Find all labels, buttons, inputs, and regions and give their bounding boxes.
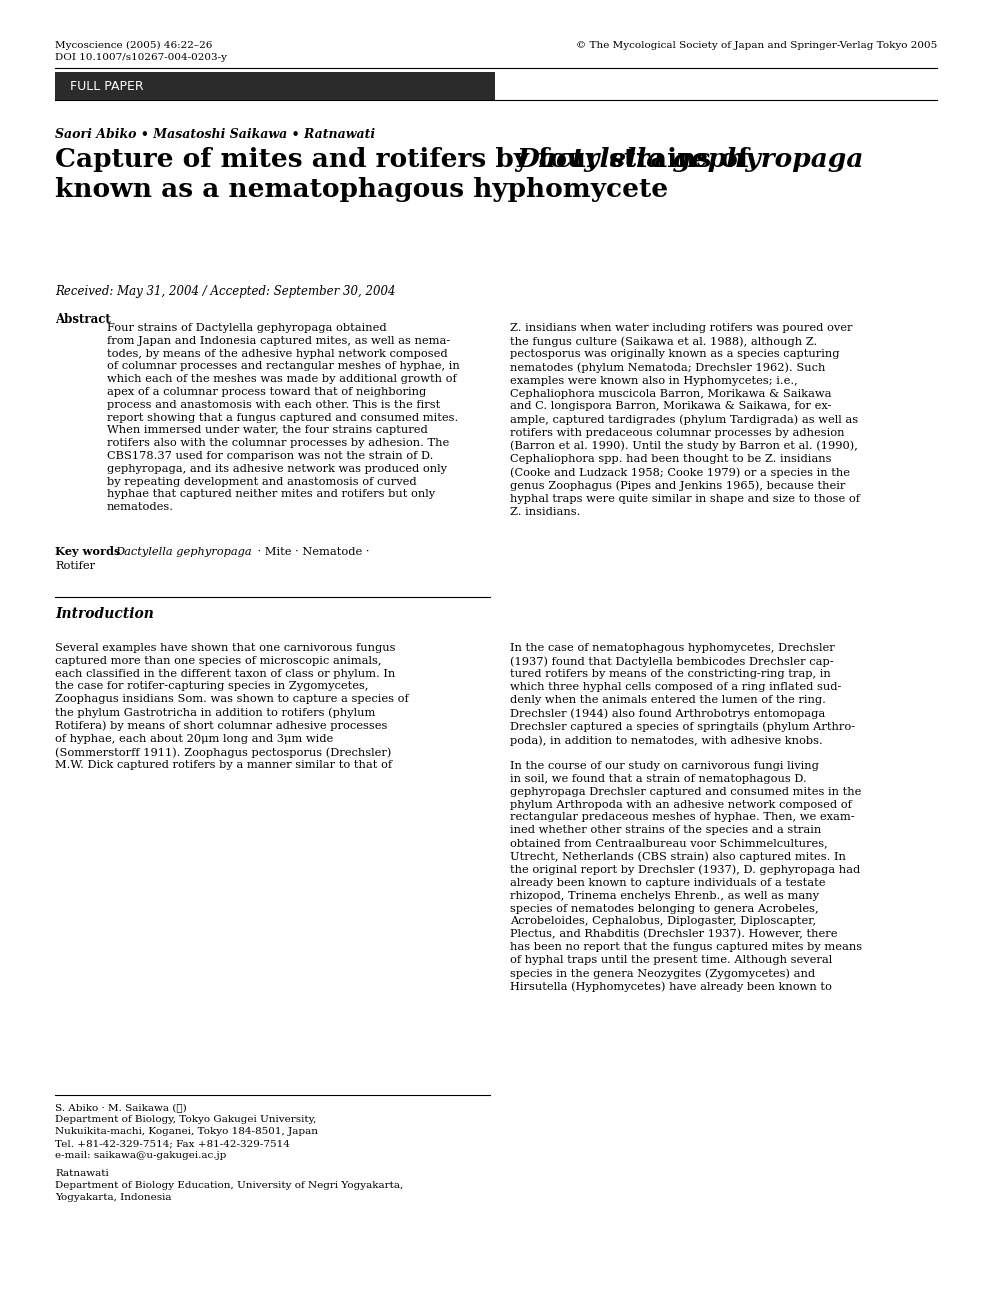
Text: known as a nematophagous hyphomycete: known as a nematophagous hyphomycete [55,177,669,201]
Text: Capture of mites and rotifers by four strains of: Capture of mites and rotifers by four st… [55,146,758,171]
Text: © The Mycological Society of Japan and Springer-Verlag Tokyo 2005: © The Mycological Society of Japan and S… [575,41,937,50]
Text: · Mite · Nematode ·: · Mite · Nematode · [254,547,369,557]
Text: Department of Biology, Tokyo Gakugei University,: Department of Biology, Tokyo Gakugei Uni… [55,1114,316,1124]
Bar [55,72,495,99]
Text: Several examples have shown that one carnivorous fungus
captured more than one s: Several examples have shown that one car… [55,644,409,770]
Text: Saori Abiko • Masatoshi Saikawa • Ratnawati: Saori Abiko • Masatoshi Saikawa • Ratnaw… [55,128,375,141]
Text: Dactylella gephyropaga: Dactylella gephyropaga [115,547,252,557]
Text: S. Abiko · M. Saikawa (✉): S. Abiko · M. Saikawa (✉) [55,1103,186,1112]
Text: Z. insidians when water including rotifers was poured over
the fungus culture (S: Z. insidians when water including rotife… [510,323,860,517]
Text: Introduction: Introduction [55,607,154,621]
Text: Key words: Key words [55,545,124,557]
Text: In the case of nematophagous hyphomycetes, Drechsler
(1937) found that Dactylell: In the case of nematophagous hyphomycete… [510,644,862,993]
Text: Received: May 31, 2004 / Accepted: September 30, 2004: Received: May 31, 2004 / Accepted: Septe… [55,285,396,298]
Text: Yogyakarta, Indonesia: Yogyakarta, Indonesia [55,1193,172,1202]
Text: Tel. +81-42-329-7514; Fax +81-42-329-7514: Tel. +81-42-329-7514; Fax +81-42-329-751… [55,1139,290,1148]
Text: Nukuikita-machi, Koganei, Tokyo 184-8501, Japan: Nukuikita-machi, Koganei, Tokyo 184-8501… [55,1127,318,1137]
Text: Abstract: Abstract [55,313,119,326]
Text: Rotifer: Rotifer [55,561,95,572]
Text: e-mail: saikawa@u-gakugei.ac.jp: e-mail: saikawa@u-gakugei.ac.jp [55,1151,226,1160]
Text: Department of Biology Education, University of Negri Yogyakarta,: Department of Biology Education, Univers… [55,1181,404,1190]
Text: DOI 10.1007/s10267-004-0203-y: DOI 10.1007/s10267-004-0203-y [55,54,227,61]
Text: Ratnawati: Ratnawati [55,1169,109,1179]
Text: FULL PAPER: FULL PAPER [70,80,144,93]
Text: Dactylella gephyropaga: Dactylella gephyropaga [517,146,864,171]
Text: Mycoscience (2005) 46:22–26: Mycoscience (2005) 46:22–26 [55,41,212,50]
Text: Four strains of Dactylella gephyropaga obtained
from Japan and Indonesia capture: Four strains of Dactylella gephyropaga o… [107,323,459,513]
